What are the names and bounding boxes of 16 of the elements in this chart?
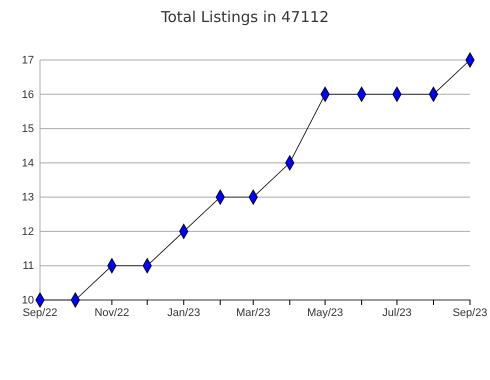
y-tick-label: 12 [22,226,34,238]
x-tick-label: Sep/22 [22,306,58,319]
y-tick-label: 17 [22,54,34,67]
y-tick-label: 14 [22,157,34,170]
chart-title: Total Listings in 47112 [160,8,329,26]
x-tick-label: Jan/23 [167,306,200,319]
x-tick-label: Nov/22 [94,306,130,319]
x-tick-label: May/23 [307,306,344,319]
x-tick-label: Jul/23 [382,306,412,319]
y-tick-label: 15 [22,123,34,136]
y-tick-label: 10 [22,294,34,307]
x-tick-label: Sep/23 [452,306,488,319]
y-tick-label: 11 [22,260,34,272]
x-tick-label: Mar/23 [236,306,270,319]
y-tick-label: 16 [22,88,34,101]
y-tick-label: 13 [22,192,34,204]
